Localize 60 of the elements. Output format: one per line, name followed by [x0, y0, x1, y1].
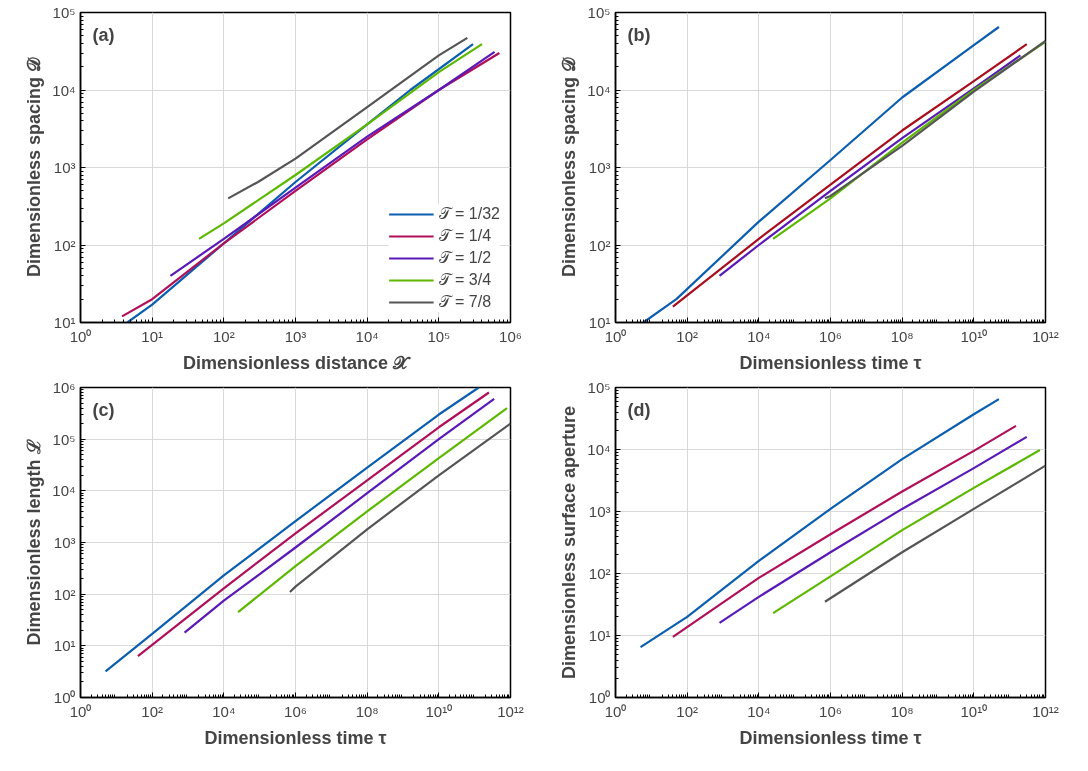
- y-tick-label: 10³: [588, 503, 611, 520]
- x-tick-label: 10²: [141, 702, 164, 720]
- y-tick-label: 10⁵: [587, 379, 611, 396]
- y-tick-label: 10²: [53, 236, 76, 254]
- x-tick-label: 10¹⁰: [960, 702, 988, 720]
- y-tick-label: 10¹: [588, 627, 611, 644]
- x-tick-label: 10¹²: [1032, 702, 1059, 720]
- x-tick-label: 10⁴: [747, 702, 771, 720]
- x-tick-label: 10⁴: [212, 702, 236, 720]
- y-axis-title: Dimensionless surface aperture: [559, 405, 580, 680]
- x-tick-label: 10⁸: [890, 327, 914, 345]
- x-tick-label: 10⁵: [427, 327, 451, 345]
- x-tick-label: 10⁶: [499, 327, 522, 345]
- y-tick-label: 10⁴: [587, 81, 611, 99]
- y-axis-title: Dimensionless length ℒ: [24, 439, 45, 646]
- y-tick-label: 10⁶: [52, 379, 76, 396]
- x-tick-label: 10⁶: [819, 702, 842, 720]
- legend-label: 𝒯 = 3/4: [438, 271, 492, 289]
- y-tick-label: 10⁴: [52, 81, 76, 99]
- legend-label: 𝒯 = 1/32: [438, 205, 500, 223]
- y-tick-label: 10⁵: [587, 4, 611, 21]
- annotation: (a): [92, 24, 115, 45]
- x-tick-label: 10¹⁰: [960, 327, 988, 345]
- x-tick-label: 10¹⁰: [425, 702, 453, 720]
- y-axis-title: Dimensionless spacing 𝒟: [559, 56, 580, 278]
- x-tick-label: 10²: [212, 327, 235, 345]
- x-axis-title: Dimensionless time τ: [739, 727, 922, 748]
- x-axis-title: Dimensionless distance 𝒳: [182, 352, 412, 373]
- y-tick-label: 10⁵: [52, 4, 76, 21]
- x-tick-label: 10¹²: [497, 702, 524, 720]
- x-tick-label: 10⁸: [355, 702, 379, 720]
- x-tick-label: 10⁸: [890, 702, 914, 720]
- x-tick-label: 10⁶: [284, 702, 307, 720]
- annotation: (d): [627, 399, 651, 420]
- legend-label: 𝒯 = 1/2: [438, 249, 492, 267]
- x-tick-label: 10¹: [141, 327, 164, 345]
- annotation: (b): [627, 24, 651, 45]
- y-tick-label: 10³: [588, 159, 611, 176]
- y-axis-title: Dimensionless spacing 𝒟: [24, 56, 45, 278]
- x-tick-label: 10¹²: [1032, 327, 1059, 345]
- y-tick-label: 10⁵: [52, 430, 76, 448]
- x-tick-label: 10⁴: [355, 327, 379, 345]
- x-axis-title: Dimensionless time τ: [204, 727, 387, 748]
- y-tick-label: 10²: [588, 565, 611, 582]
- x-tick-label: 10⁴: [747, 327, 771, 345]
- y-tick-label: 10²: [588, 236, 611, 254]
- y-tick-label: 10³: [53, 534, 76, 551]
- y-tick-label: 10³: [53, 159, 76, 176]
- y-tick-label: 10¹: [53, 637, 76, 655]
- x-tick-label: 10²: [676, 702, 699, 720]
- y-tick-label: 10⁴: [587, 441, 611, 458]
- y-tick-label: 10⁴: [52, 482, 76, 500]
- legend-label: 𝒯 = 1/4: [438, 227, 492, 245]
- x-tick-label: 10⁶: [819, 327, 842, 345]
- legend-label: 𝒯 = 7/8: [438, 293, 492, 311]
- annotation: (c): [92, 399, 115, 420]
- x-axis-title: Dimensionless time τ: [739, 352, 922, 373]
- x-tick-label: 10³: [284, 327, 307, 345]
- x-tick-label: 10²: [676, 327, 699, 345]
- y-tick-label: 10²: [53, 585, 76, 603]
